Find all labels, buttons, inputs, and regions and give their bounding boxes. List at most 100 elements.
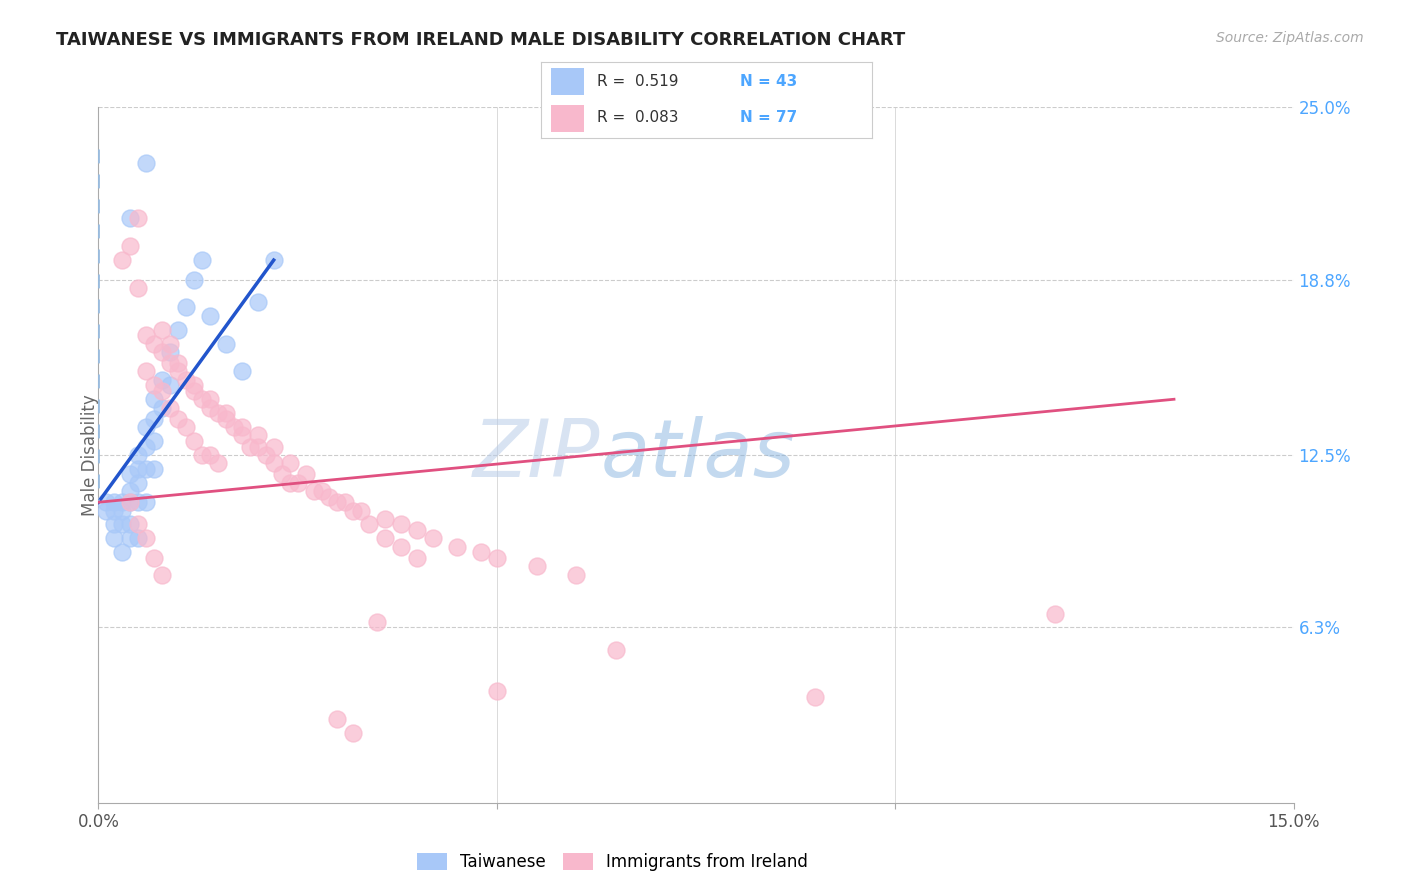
Point xyxy=(215,411,238,425)
Point xyxy=(446,540,468,554)
Point xyxy=(246,294,269,309)
Point xyxy=(120,495,142,509)
Bar xyxy=(551,68,585,95)
Point xyxy=(246,440,269,454)
Point xyxy=(270,467,292,482)
Text: Source: ZipAtlas.com: Source: ZipAtlas.com xyxy=(1216,31,1364,45)
Point xyxy=(470,545,492,559)
Point xyxy=(150,401,173,415)
Point xyxy=(1043,607,1066,621)
Text: R =  0.519: R = 0.519 xyxy=(598,74,679,89)
Point xyxy=(326,495,349,509)
Text: R =  0.083: R = 0.083 xyxy=(598,111,679,125)
Point xyxy=(167,323,190,337)
Point xyxy=(198,392,221,407)
Point xyxy=(127,211,149,226)
Point xyxy=(374,512,396,526)
Point xyxy=(294,467,316,482)
Legend: Taiwanese, Immigrants from Ireland: Taiwanese, Immigrants from Ireland xyxy=(411,847,814,878)
Point xyxy=(231,364,253,378)
Point xyxy=(127,495,149,509)
Point xyxy=(135,420,157,434)
Point xyxy=(127,475,149,490)
Point xyxy=(96,503,118,517)
Point xyxy=(167,411,190,425)
Point xyxy=(278,456,301,470)
Point xyxy=(120,239,142,253)
Point xyxy=(485,684,508,698)
Point xyxy=(374,532,396,546)
Point xyxy=(120,484,142,499)
Point xyxy=(143,411,166,425)
Point xyxy=(120,211,142,226)
Point xyxy=(103,495,125,509)
Point xyxy=(422,532,444,546)
Point xyxy=(111,253,134,268)
Point xyxy=(198,309,221,323)
Point xyxy=(263,440,285,454)
Point xyxy=(135,155,157,169)
Point xyxy=(263,253,285,268)
Point xyxy=(231,428,253,442)
Point xyxy=(159,401,181,415)
Point xyxy=(143,392,166,407)
Point xyxy=(135,440,157,454)
Text: N = 43: N = 43 xyxy=(740,74,797,89)
Point xyxy=(311,484,333,499)
Point xyxy=(389,540,412,554)
Point xyxy=(191,392,214,407)
Point xyxy=(135,532,157,546)
Point xyxy=(605,642,627,657)
Point xyxy=(326,712,349,726)
Point xyxy=(342,726,364,740)
Point xyxy=(127,462,149,476)
Point xyxy=(183,272,205,286)
Point xyxy=(135,462,157,476)
Point xyxy=(111,517,134,532)
Point xyxy=(127,281,149,295)
Point xyxy=(127,448,149,462)
Point xyxy=(150,567,173,582)
Point xyxy=(143,462,166,476)
Point xyxy=(406,550,429,565)
Point xyxy=(198,401,221,415)
Point xyxy=(143,550,166,565)
Text: N = 77: N = 77 xyxy=(740,111,797,125)
Point xyxy=(159,378,181,392)
Point xyxy=(318,490,340,504)
Point xyxy=(222,420,245,434)
Point xyxy=(287,475,309,490)
Point xyxy=(350,503,373,517)
Text: TAIWANESE VS IMMIGRANTS FROM IRELAND MALE DISABILITY CORRELATION CHART: TAIWANESE VS IMMIGRANTS FROM IRELAND MAL… xyxy=(56,31,905,49)
Point xyxy=(127,517,149,532)
Point xyxy=(159,345,181,359)
Point xyxy=(167,356,190,370)
Point xyxy=(120,532,142,546)
Point xyxy=(254,448,277,462)
Point xyxy=(167,364,190,378)
Point xyxy=(120,495,142,509)
Point xyxy=(120,467,142,482)
Point xyxy=(526,559,548,574)
Point xyxy=(103,517,125,532)
Point xyxy=(215,336,238,351)
Point xyxy=(111,503,134,517)
Point xyxy=(191,448,214,462)
Point xyxy=(103,532,125,546)
Point xyxy=(215,406,238,420)
Point xyxy=(143,434,166,448)
Point xyxy=(96,495,118,509)
Point xyxy=(207,456,229,470)
Point xyxy=(127,532,149,546)
Point xyxy=(342,503,364,517)
Point xyxy=(143,378,166,392)
Text: ZIP: ZIP xyxy=(472,416,600,494)
Point xyxy=(231,420,253,434)
Point xyxy=(111,545,134,559)
Point xyxy=(174,373,197,387)
Point xyxy=(366,615,388,629)
Point xyxy=(111,495,134,509)
Point xyxy=(389,517,412,532)
Point xyxy=(150,345,173,359)
Point xyxy=(120,517,142,532)
